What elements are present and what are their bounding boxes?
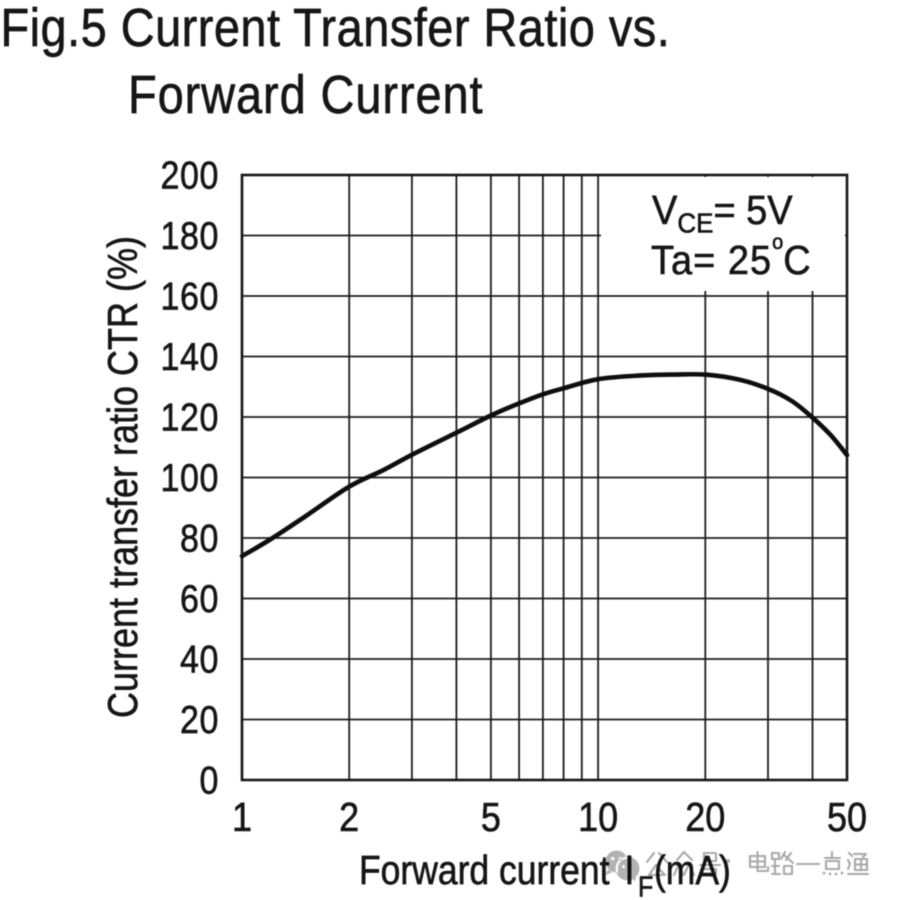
svg-text:20: 20 — [685, 795, 725, 840]
svg-text:20: 20 — [180, 698, 219, 742]
svg-text:Forward Current: Forward Current — [128, 64, 484, 125]
svg-text:2: 2 — [339, 795, 359, 840]
svg-text:Fig.5 Current Transfer Ratio v: Fig.5 Current Transfer Ratio vs. — [1, 0, 671, 58]
svg-text:60: 60 — [180, 577, 219, 621]
svg-text:80: 80 — [180, 516, 219, 560]
svg-text:(mA): (mA) — [654, 848, 731, 894]
svg-text:F: F — [638, 871, 653, 900]
svg-text:5: 5 — [481, 795, 501, 840]
svg-text:120: 120 — [160, 395, 219, 439]
svg-text:Ta= 25oC: Ta= 25oC — [651, 230, 811, 283]
svg-text:160: 160 — [160, 274, 219, 318]
svg-text:180: 180 — [160, 214, 219, 258]
svg-text:200: 200 — [160, 153, 219, 197]
svg-text:Current transfer ratio CTR (%): Current transfer ratio CTR (%) — [101, 236, 147, 718]
svg-text:0: 0 — [199, 758, 219, 802]
svg-text:50: 50 — [827, 795, 867, 840]
svg-text:140: 140 — [160, 335, 219, 379]
svg-text:100: 100 — [160, 456, 219, 500]
svg-text:Forward current: Forward current — [359, 848, 610, 894]
svg-text:40: 40 — [180, 637, 219, 681]
svg-text:VCE= 5V: VCE= 5V — [652, 188, 793, 239]
svg-text:1: 1 — [232, 795, 252, 840]
svg-text:10: 10 — [578, 795, 618, 840]
